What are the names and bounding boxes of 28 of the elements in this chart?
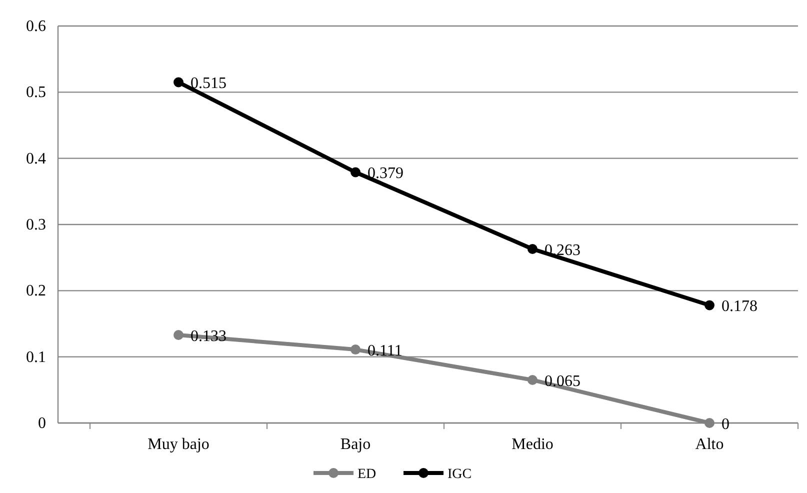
data-label: 0.065 [544, 372, 580, 390]
data-label: 0.515 [190, 75, 226, 92]
y-tick-label: 0 [38, 415, 46, 432]
legend-label: ED [358, 467, 376, 482]
data-label: 0.379 [368, 165, 404, 182]
legend-label: IGC [448, 467, 472, 482]
x-tick-label: Bajo [340, 436, 371, 453]
y-tick-label: 0.2 [26, 282, 46, 300]
point [350, 167, 360, 178]
point [704, 418, 714, 428]
y-tick-label: 0.6 [26, 18, 46, 35]
y-tick-label: 0.3 [26, 216, 46, 234]
x-tick-label: Muy bajo [148, 436, 210, 453]
data-label: 0.178 [722, 298, 758, 316]
y-tick-label: 0.4 [26, 150, 46, 168]
y-tick-label: 0.5 [26, 84, 46, 102]
point [704, 300, 714, 310]
data-label: 0.111 [368, 342, 402, 360]
y-tick-label: 0.1 [26, 348, 46, 366]
point [174, 330, 184, 340]
point [528, 374, 538, 385]
data-label: 0 [722, 416, 730, 433]
point [350, 344, 360, 355]
data-label: 0.133 [190, 328, 226, 345]
point [174, 77, 184, 88]
point [528, 244, 538, 254]
x-tick-label: Alto [695, 436, 724, 453]
x-tick-label: Medio [512, 436, 554, 453]
